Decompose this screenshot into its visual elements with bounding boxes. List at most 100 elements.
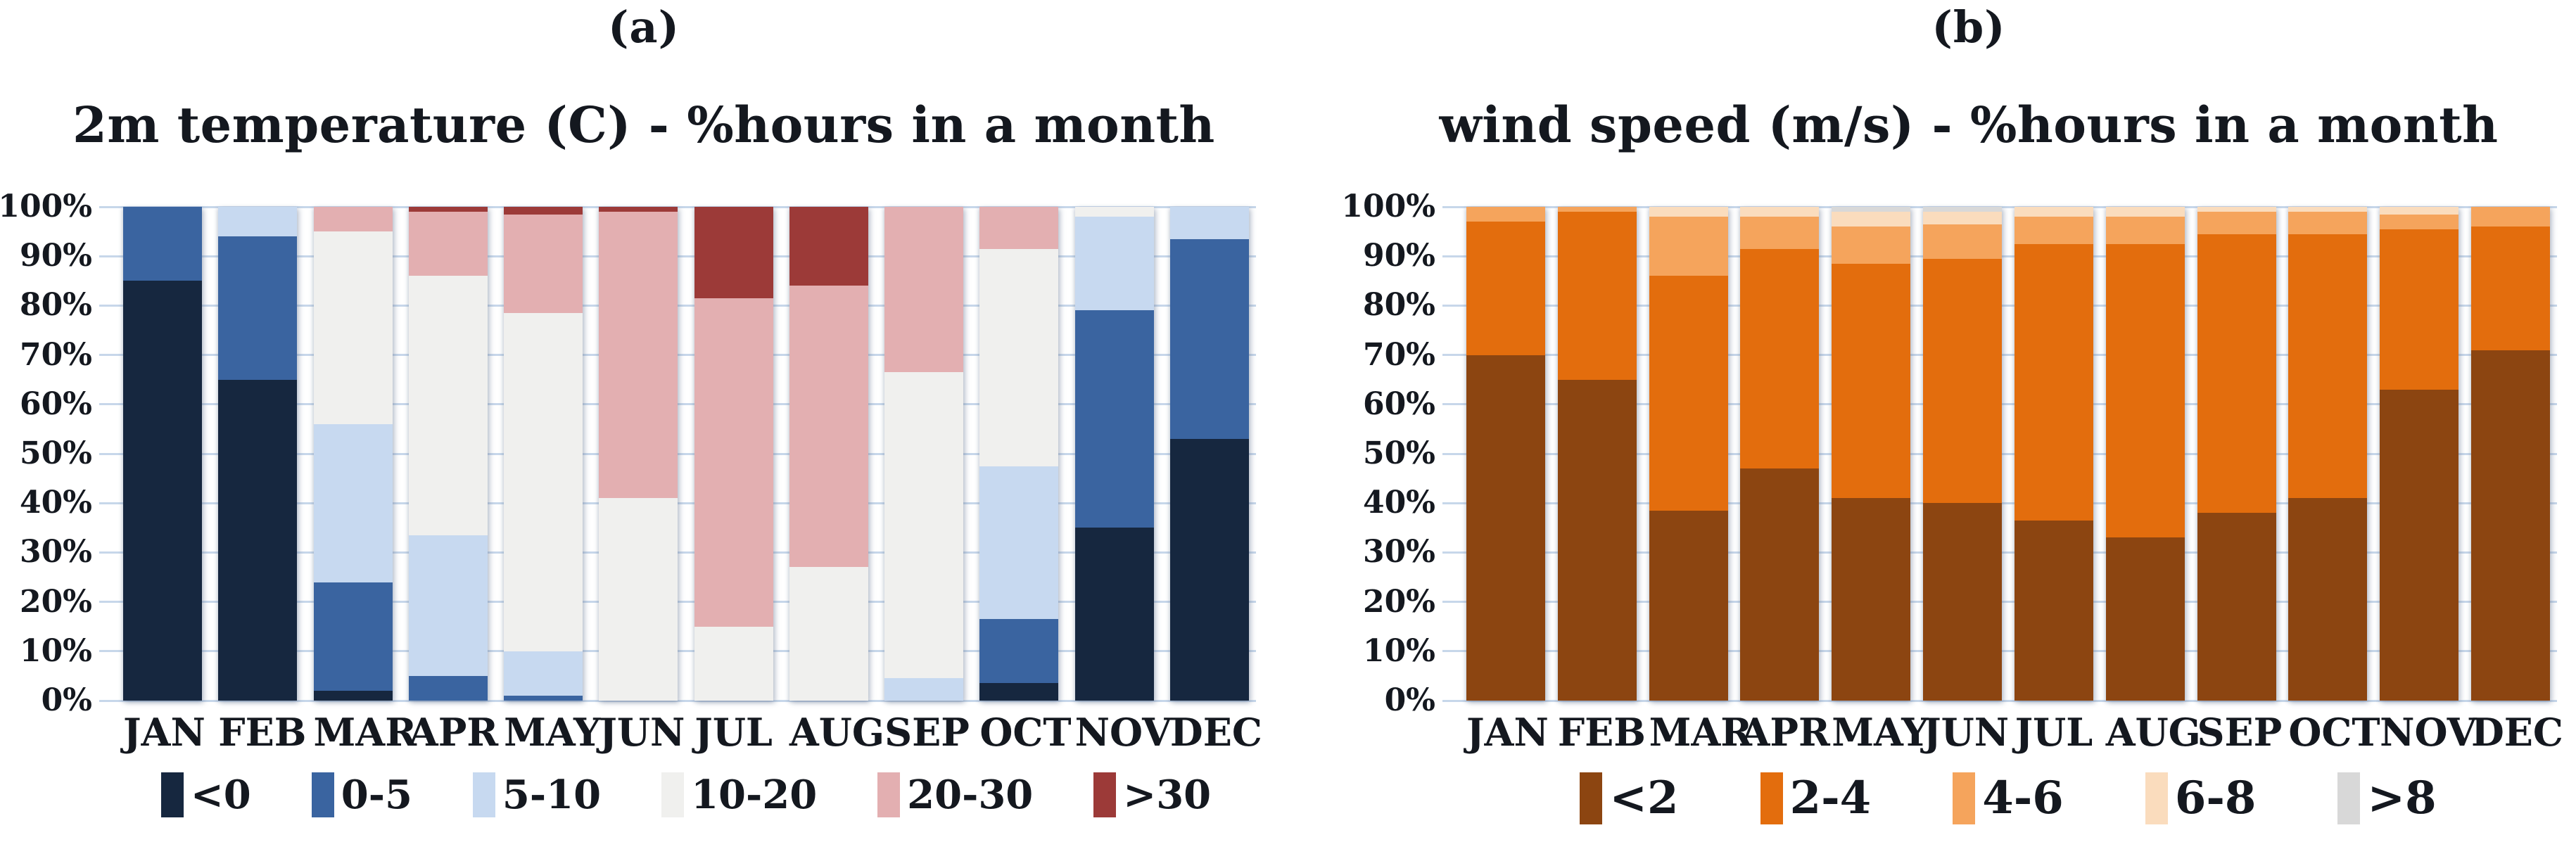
bar-segment-feb-2-4	[1557, 212, 1637, 380]
x-axis-label-sep: SEP	[2197, 710, 2283, 755]
bar-segment-mar-4-6	[1649, 217, 1728, 276]
bar-segment-apr-20-30	[408, 212, 488, 276]
temperature-legend: <0 0-5 5-10 10-20 20-30 >30	[116, 772, 1256, 817]
bar-segment-jun-20-30	[599, 212, 678, 499]
bar-jun	[599, 207, 678, 701]
bar-segment-jan-2-4	[1466, 222, 1545, 355]
gridline-0	[99, 699, 1256, 702]
bar-segment-nov-<0	[1074, 528, 1154, 701]
bar-sep	[884, 207, 964, 701]
y-axis-tick-label-10: 10%	[19, 632, 92, 669]
legend-item-20-30: 20-30	[877, 772, 1033, 817]
y-axis-tick-label-80: 80%	[1362, 287, 1435, 324]
bar-sep	[2197, 207, 2276, 701]
bar-segment-sep-2-4	[2197, 234, 2276, 514]
bar-segment-may-4-6	[1832, 227, 1911, 264]
bar-segment-jan-4-6	[1466, 207, 1545, 222]
bar-segment-nov-4-6	[2380, 214, 2459, 229]
temperature-plot-area: 0% 10% 20% 30% 40% 50% 60% 70% 80% 90% 100%	[0, 191, 1256, 716]
bar-segment-aug-2-4	[2105, 243, 2185, 538]
bar-segment-may-2-4	[1832, 263, 1911, 499]
y-axis-tick-label-70: 70%	[1362, 336, 1435, 373]
bar-segment-apr-6-8	[1740, 207, 1820, 217]
y-axis-tick-label-0: 0%	[1384, 682, 1435, 718]
x-axis-label-mar: MAR	[1649, 710, 1753, 755]
bar-nov	[2380, 207, 2459, 701]
legend-swatch-icon	[1580, 772, 1603, 824]
bar-segment-oct-2-4	[2288, 234, 2368, 499]
legend-item->8: >8	[2337, 772, 2437, 824]
bar-segment-oct-10-20	[979, 248, 1059, 466]
temperature-x-axis: JAN FEB MAR APR MAY JUN JUL AUG SEP OCT NOV DEC	[116, 710, 1262, 755]
bars-layer	[116, 207, 1256, 701]
bar-segment-jan-<0	[123, 281, 202, 701]
bar-segment-sep-5-10	[884, 678, 964, 701]
bar-segment-mar-20-30	[313, 207, 393, 232]
bar-segment-apr-0-5	[408, 675, 488, 701]
legend-swatch-icon	[1093, 772, 1117, 817]
legend-label: <0	[190, 772, 251, 818]
y-axis-tick-label-30: 30%	[1362, 534, 1435, 570]
x-axis-label-apr: APR	[1740, 710, 1830, 755]
legend-item-4-6: 4-6	[1953, 772, 2064, 824]
bar-nov	[1074, 207, 1154, 701]
x-axis-label-aug: AUG	[2105, 710, 2201, 755]
bar-segment-may-5-10	[504, 651, 583, 696]
bar-feb	[218, 207, 298, 701]
bar-segment-may->30	[504, 207, 583, 215]
bar-segment-jul-10-20	[694, 626, 773, 701]
y-axis-tick-label-0: 0%	[41, 682, 92, 718]
legend-item-0-5: 0-5	[311, 772, 412, 818]
bar-mar	[1649, 207, 1728, 701]
y-axis-tick-label-30: 30%	[19, 534, 92, 570]
bar-segment-jan-0-5	[123, 207, 202, 281]
legend-item-6-8: 6-8	[2145, 772, 2257, 824]
bar-aug	[789, 207, 868, 701]
bar-segment-jun-<2	[1923, 503, 2003, 701]
bar-segment-apr-2-4	[1740, 248, 1820, 469]
bar-segment-may-<2	[1832, 498, 1911, 701]
legend-label: 6-8	[2174, 772, 2257, 824]
y-axis-tick-label-80: 80%	[19, 287, 92, 324]
y-axis-tick-label-20: 20%	[19, 583, 92, 620]
bar-segment-aug-6-8	[2105, 207, 2185, 217]
bar-segment-feb-5-10	[218, 207, 298, 237]
bar-segment-oct-6-8	[2288, 207, 2368, 212]
bar-segment-nov-2-4	[2380, 229, 2459, 390]
bar-oct	[979, 207, 1059, 701]
bar-segment-sep-20-30	[884, 207, 964, 373]
bar-jul	[694, 207, 773, 701]
y-axis-tick-label-60: 60%	[1362, 385, 1435, 422]
legend-label: 4-6	[1982, 772, 2064, 824]
x-axis-label-aug: AUG	[789, 710, 884, 755]
x-axis-label-sep: SEP	[884, 710, 970, 755]
bar-segment-mar-6-8	[1649, 207, 1728, 217]
bar-segment-oct-0-5	[979, 619, 1059, 684]
bar-segment-oct-4-6	[2288, 212, 2368, 234]
bar-apr	[408, 207, 488, 701]
x-axis-label-dec: DEC	[1169, 710, 1262, 755]
bar-segment-mar-10-20	[313, 231, 393, 424]
x-axis-label-jun: JUN	[1923, 710, 2010, 755]
legend-label: 0-5	[341, 772, 412, 818]
panel-label-b: (b)	[1931, 1, 2006, 53]
y-axis-tick-label-40: 40%	[1362, 485, 1435, 521]
x-axis-label-oct: OCT	[979, 710, 1072, 755]
bar-segment-jul-4-6	[2014, 217, 2093, 244]
legend-item-<0: <0	[160, 772, 251, 818]
x-axis-label-jul: JUL	[694, 710, 773, 755]
bar-may	[1832, 207, 1911, 701]
y-axis-tick-label-50: 50%	[19, 435, 92, 471]
legend-label: >8	[2367, 772, 2437, 824]
x-axis-label-mar: MAR	[313, 710, 417, 755]
bar-segment-mar-<2	[1649, 510, 1728, 701]
bar-jan	[1466, 207, 1545, 701]
legend-label: 20-30	[907, 772, 1034, 818]
legend-item-<2: <2	[1580, 772, 1679, 824]
bar-segment-aug-10-20	[789, 567, 868, 701]
bar-segment-jul-2-4	[2014, 243, 2093, 521]
bar-segment-apr-<2	[1740, 468, 1820, 701]
y-axis-tick-label-50: 50%	[1362, 435, 1435, 471]
bar-segment-jul-6-8	[2014, 207, 2093, 217]
y-axis-tick-label-90: 90%	[19, 238, 92, 274]
